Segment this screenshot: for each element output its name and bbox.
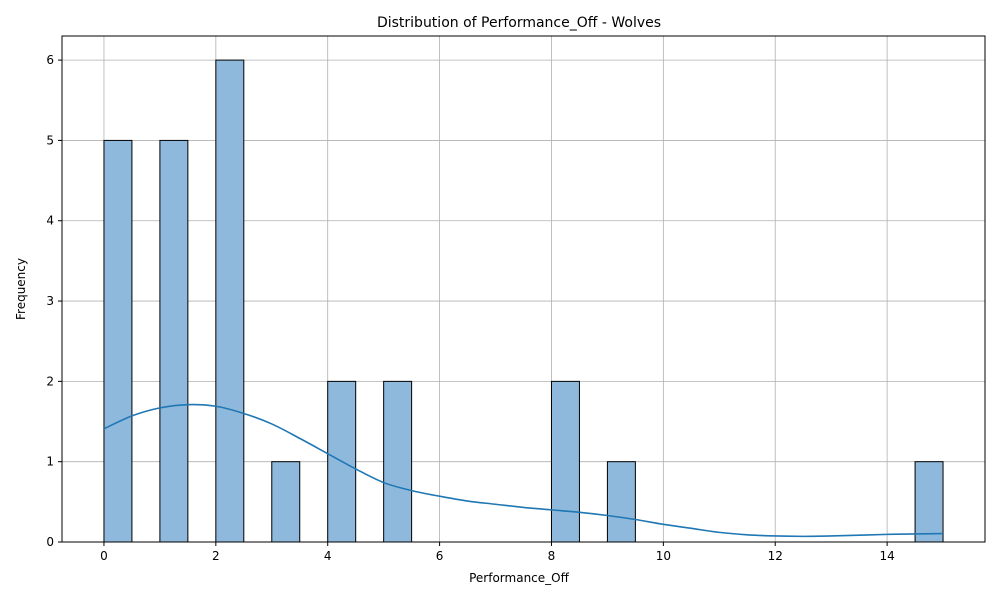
x-tick-label: 14 bbox=[879, 549, 894, 563]
histogram-bar bbox=[914, 461, 944, 543]
histogram-bar bbox=[550, 380, 580, 543]
kde-line bbox=[103, 403, 944, 538]
x-tick-label: 4 bbox=[324, 549, 332, 563]
axes bbox=[58, 35, 986, 546]
histogram-bar bbox=[103, 139, 133, 543]
x-tick-label: 10 bbox=[656, 549, 671, 563]
y-tick-label: 4 bbox=[46, 214, 54, 228]
grid-lines bbox=[62, 36, 985, 543]
y-tick-label: 0 bbox=[46, 535, 54, 549]
histogram-bar bbox=[606, 461, 636, 543]
plot-frame bbox=[61, 35, 986, 543]
kde-curve bbox=[103, 403, 944, 538]
y-tick-label: 5 bbox=[46, 133, 54, 147]
x-tick-label: 0 bbox=[100, 549, 108, 563]
x-axis-label: Performance_Off bbox=[469, 571, 569, 585]
histogram-bar bbox=[159, 139, 189, 543]
y-tick-label: 2 bbox=[46, 374, 54, 388]
y-tick-label: 1 bbox=[46, 455, 54, 469]
y-axis-label: Frequency bbox=[14, 258, 28, 320]
x-tick-label: 12 bbox=[768, 549, 783, 563]
x-tick-label: 2 bbox=[212, 549, 220, 563]
x-tick-label: 6 bbox=[436, 549, 444, 563]
histogram-bars bbox=[103, 59, 944, 543]
histogram-bar bbox=[215, 59, 245, 543]
chart-title: Distribution of Performance_Off - Wolves bbox=[377, 15, 661, 31]
y-tick-label: 6 bbox=[46, 53, 54, 67]
histogram-bar bbox=[383, 380, 413, 543]
y-tick-label: 3 bbox=[46, 294, 54, 308]
x-tick-label: 8 bbox=[548, 549, 556, 563]
histogram-bar bbox=[271, 461, 301, 543]
